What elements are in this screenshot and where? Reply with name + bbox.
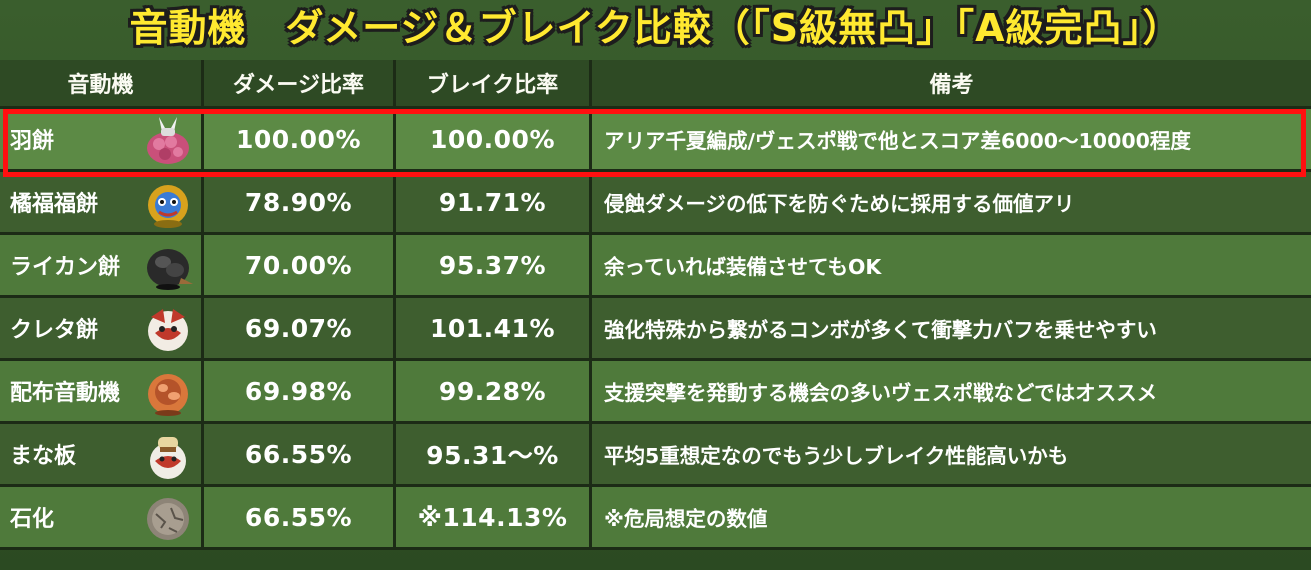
damage-cell: 78.90%: [204, 172, 396, 232]
name-cell: ライカン餅: [0, 235, 204, 295]
table-row: 配布音動機 69.98% 99.28% 支援突撃を発動する機会の多いヴェスポ戦な…: [0, 361, 1311, 424]
note-text: 侵蝕ダメージの低下を防ぐために採用する価値アリ: [604, 192, 1075, 216]
damage-cell: 66.55%: [204, 424, 396, 484]
table-header-row: 音動機 ダメージ比率 ブレイク比率 備考: [0, 60, 1311, 109]
engine-name: ライカン餅: [10, 255, 121, 280]
note-cell: 侵蝕ダメージの低下を防ぐために採用する価値アリ: [592, 172, 1311, 232]
table-row: ライカン餅 70.00% 95.37% 余っていれば装備させてもOK: [0, 235, 1311, 298]
table-row: 橘福福餅 78.90% 91.71% 侵蝕ダメージの低下を防ぐために採用する価値…: [0, 172, 1311, 235]
break-cell: 91.71%: [396, 172, 592, 232]
header-name: 音動機: [0, 60, 204, 106]
damage-value: 69.98%: [244, 376, 353, 406]
engine-name: 橘福福餅: [10, 192, 99, 217]
comparison-table: 音動機 ダメージ比率 ブレイク比率 備考 羽餅 100.00% 100.00% …: [0, 60, 1311, 550]
note-text: 平均5重想定なのでもう少しブレイク性能高いかも: [604, 444, 1069, 468]
header-damage: ダメージ比率: [204, 60, 396, 106]
engine-name: クレタ餅: [10, 318, 99, 343]
break-cell: 95.37%: [396, 235, 592, 295]
note-cell: 強化特殊から繋がるコンボが多くて衝撃力バフを乗せやすい: [592, 298, 1311, 358]
break-cell: 95.31～%: [396, 424, 592, 484]
red-white-bangboo-icon: [141, 303, 195, 355]
page-title: 音動機 ダメージ＆ブレイク比較（「S級無凸」「A級完凸」）: [129, 6, 1182, 50]
engine-name: 羽餅: [10, 129, 55, 154]
note-cell: ※危局想定の数値: [592, 487, 1311, 547]
damage-value: 69.07%: [244, 313, 353, 343]
damage-value: 66.55%: [244, 502, 353, 532]
break-cell: 100.00%: [396, 109, 592, 169]
note-cell: 余っていれば装備させてもOK: [592, 235, 1311, 295]
yellow-lion-bangboo-icon: [141, 177, 195, 229]
name-cell: クレタ餅: [0, 298, 204, 358]
table-row: 石化 66.55% ※114.13% ※危局想定の数値: [0, 487, 1311, 550]
name-cell: まな板: [0, 424, 204, 484]
table-row: 羽餅 100.00% 100.00% アリア千夏編成/ヴェスポ戦で他とスコア差6…: [0, 109, 1311, 172]
break-value: 101.41%: [429, 313, 556, 343]
engine-name: まな板: [10, 444, 77, 469]
damage-cell: 69.98%: [204, 361, 396, 421]
break-value: 95.37%: [438, 250, 547, 280]
black-wolf-bangboo-icon: [141, 240, 195, 292]
stone-bangboo-icon: [141, 492, 195, 544]
engine-name: 配布音動機: [10, 381, 121, 406]
note-text: 余っていれば装備させてもOK: [604, 255, 882, 279]
damage-cell: 69.07%: [204, 298, 396, 358]
table-row: まな板 66.55% 95.31～% 平均5重想定なのでもう少しブレイク性能高い…: [0, 424, 1311, 487]
break-value: 91.71%: [438, 187, 547, 217]
note-cell: 平均5重想定なのでもう少しブレイク性能高いかも: [592, 424, 1311, 484]
header-note: 備考: [929, 73, 974, 98]
damage-cell: 70.00%: [204, 235, 396, 295]
header-break: ブレイク比率: [396, 60, 592, 106]
name-cell: 配布音動機: [0, 361, 204, 421]
note-text: アリア千夏編成/ヴェスポ戦で他とスコア差6000～10000程度: [604, 129, 1191, 153]
pink-bunny-bangboo-icon: [141, 114, 195, 166]
name-cell: 羽餅: [0, 109, 204, 169]
break-value: ※114.13%: [417, 502, 568, 532]
break-cell: 101.41%: [396, 298, 592, 358]
table-row: クレタ餅 69.07% 101.41% 強化特殊から繋がるコンボが多くて衝撃力バ…: [0, 298, 1311, 361]
break-value: 95.31～%: [426, 441, 559, 470]
engine-name: 石化: [10, 507, 55, 532]
chef-bangboo-icon: [141, 429, 195, 481]
damage-value: 66.55%: [244, 439, 353, 469]
note-text: ※危局想定の数値: [604, 507, 768, 531]
note-cell: アリア千夏編成/ヴェスポ戦で他とスコア差6000～10000程度: [592, 109, 1311, 169]
name-cell: 橘福福餅: [0, 172, 204, 232]
name-cell: 石化: [0, 487, 204, 547]
orange-round-bangboo-icon: [141, 366, 195, 418]
damage-cell: 66.55%: [204, 487, 396, 547]
damage-value: 70.00%: [244, 250, 353, 280]
note-text: 強化特殊から繋がるコンボが多くて衝撃力バフを乗せやすい: [604, 318, 1157, 342]
note-cell: 支援突撃を発動する機会の多いヴェスポ戦などではオススメ: [592, 361, 1311, 421]
damage-cell: 100.00%: [204, 109, 396, 169]
damage-value: 78.90%: [244, 187, 353, 217]
break-cell: 99.28%: [396, 361, 592, 421]
damage-value: 100.00%: [235, 124, 362, 154]
break-cell: ※114.13%: [396, 487, 592, 547]
note-text: 支援突撃を発動する機会の多いヴェスポ戦などではオススメ: [604, 381, 1158, 405]
break-value: 100.00%: [429, 124, 556, 154]
break-value: 99.28%: [438, 376, 547, 406]
